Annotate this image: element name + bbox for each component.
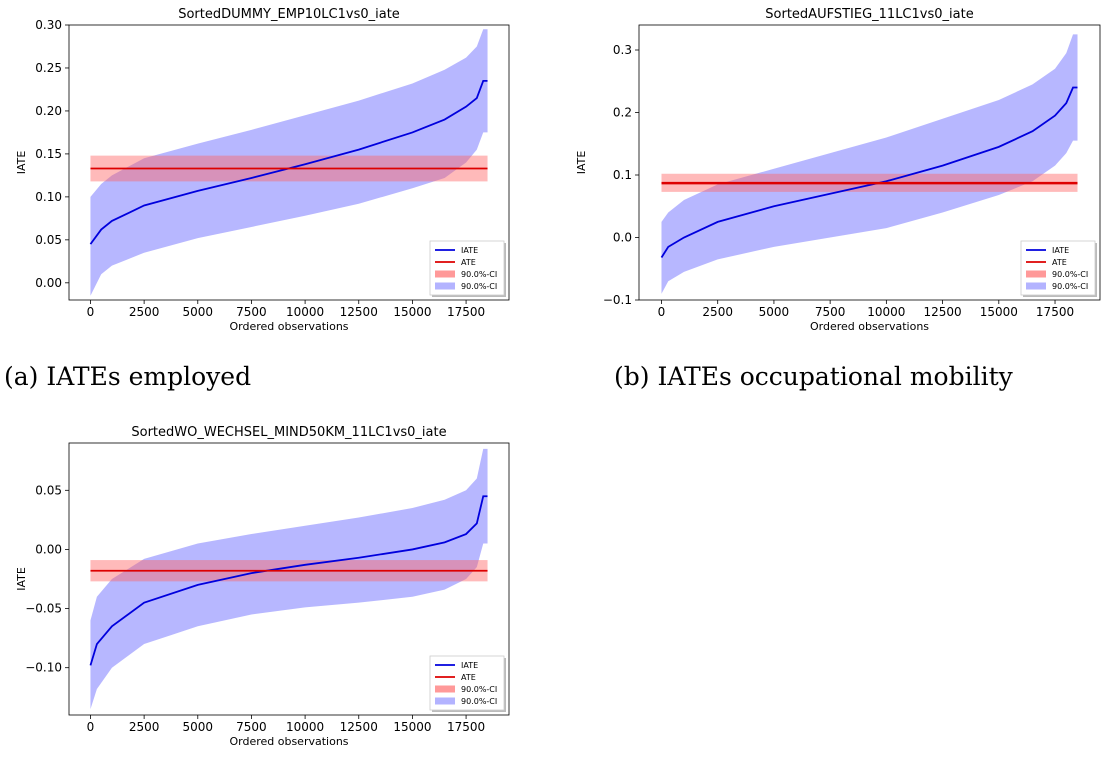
x-tick-label: 17500 (447, 720, 485, 734)
x-axis-label: Ordered observations (229, 320, 348, 333)
x-tick-label: 10000 (286, 720, 324, 734)
y-tick-label: 0.15 (35, 147, 62, 161)
legend-label: 90.0%-CI (461, 282, 497, 291)
y-tick-label: 0.00 (35, 276, 62, 290)
x-tick-label: 2500 (129, 305, 160, 319)
y-tick-label: 0.05 (35, 233, 62, 247)
y-tick-label: −0.05 (25, 602, 62, 616)
legend: IATE ATE 90.0%-CI 90.0%-CI (1020, 240, 1097, 297)
caption-b: (b) IATEs occupational mobility (614, 362, 1013, 391)
y-axis-label: IATE (15, 151, 28, 175)
chart-c: SortedWO_WECHSEL_MIND50KM_11LC1vs0_iate 0… (15, 425, 510, 748)
x-tick-label: 0 (87, 720, 95, 734)
x-tick-label: 15000 (393, 305, 431, 319)
y-tick-label: 0.25 (35, 61, 62, 75)
x-tick-label: 2500 (129, 720, 160, 734)
legend-swatch (435, 282, 455, 290)
y-tick-label: 0.20 (35, 104, 62, 118)
caption-a: (a) IATEs employed (4, 362, 252, 391)
y-axis-label: IATE (15, 567, 28, 591)
legend-label: 90.0%-CI (461, 270, 497, 279)
x-tick-label: 12500 (340, 720, 378, 734)
y-tick-label: 0.10 (35, 190, 62, 204)
x-tick-label: 10000 (867, 305, 905, 319)
y-tick-label: −0.10 (25, 661, 62, 675)
x-tick-label: 7500 (236, 305, 267, 319)
legend-label: ATE (1052, 258, 1067, 267)
legend-label: IATE (1052, 246, 1069, 255)
chart-title: SortedWO_WECHSEL_MIND50KM_11LC1vs0_iate (131, 425, 446, 440)
legend-label: 90.0%-CI (1052, 282, 1088, 291)
legend-label: IATE (461, 661, 478, 670)
legend-swatch (1026, 270, 1046, 278)
legend-label: 90.0%-CI (461, 685, 497, 694)
y-tick-label: 0.00 (35, 542, 62, 556)
y-axis-label: IATE (575, 151, 588, 175)
x-tick-label: 12500 (923, 305, 961, 319)
y-tick-label: −0.1 (603, 293, 632, 307)
iate-ci-band (661, 34, 1078, 294)
y-tick-label: 0.2 (613, 106, 632, 120)
iate-line (660, 86, 1078, 258)
legend: IATE ATE 90.0%-CI 90.0%-CI (429, 655, 506, 712)
legend-swatch (1026, 282, 1046, 290)
iate-line (89, 79, 488, 245)
plot-frame (638, 24, 1101, 301)
legend-label: ATE (461, 258, 476, 267)
x-tick-label: 0 (87, 305, 95, 319)
plot-frame (68, 442, 510, 716)
chart-title: SortedDUMMY_EMP10LC1vs0_iate (178, 7, 400, 22)
x-tick-label: 5000 (183, 305, 214, 319)
x-tick-label: 15000 (980, 305, 1018, 319)
x-tick-label: 17500 (447, 305, 485, 319)
iate-line (89, 495, 488, 666)
x-tick-label: 5000 (183, 720, 214, 734)
x-tick-label: 12500 (340, 305, 378, 319)
x-tick-label: 15000 (393, 720, 431, 734)
legend-swatch (435, 697, 455, 705)
x-tick-label: 7500 (236, 720, 267, 734)
legend-swatch (435, 685, 455, 693)
iate-ci-band (90, 448, 488, 710)
chart-title: SortedAUFSTIEG_11LC1vs0_iate (765, 7, 973, 22)
iate-ci-band (90, 29, 488, 296)
x-tick-label: 10000 (286, 305, 324, 319)
chart-a: SortedDUMMY_EMP10LC1vs0_iate 0 2500 5000 750… (15, 7, 510, 333)
y-tick-label: 0.30 (35, 18, 62, 32)
chart-b: SortedAUFSTIEG_11LC1vs0_iate 0 2500 5000 750… (575, 7, 1101, 333)
legend: IATE ATE 90.0%-CI 90.0%-CI (429, 240, 506, 297)
y-tick-label: 0.0 (613, 231, 632, 245)
x-axis-label: Ordered observations (229, 735, 348, 748)
x-tick-label: 2500 (702, 305, 733, 319)
x-tick-label: 0 (658, 305, 666, 319)
y-tick-label: 0.3 (613, 43, 632, 57)
legend-label: 90.0%-CI (461, 697, 497, 706)
legend-label: ATE (461, 673, 476, 682)
x-tick-label: 5000 (759, 305, 790, 319)
x-axis-label: Ordered observations (810, 320, 929, 333)
y-tick-label: 0.1 (613, 168, 632, 182)
x-tick-label: 7500 (815, 305, 846, 319)
legend-swatch (435, 270, 455, 278)
legend-label: IATE (461, 246, 478, 255)
plot-frame (68, 24, 510, 301)
legend-label: 90.0%-CI (1052, 270, 1088, 279)
x-tick-label: 17500 (1036, 305, 1074, 319)
y-tick-label: 0.05 (35, 483, 62, 497)
